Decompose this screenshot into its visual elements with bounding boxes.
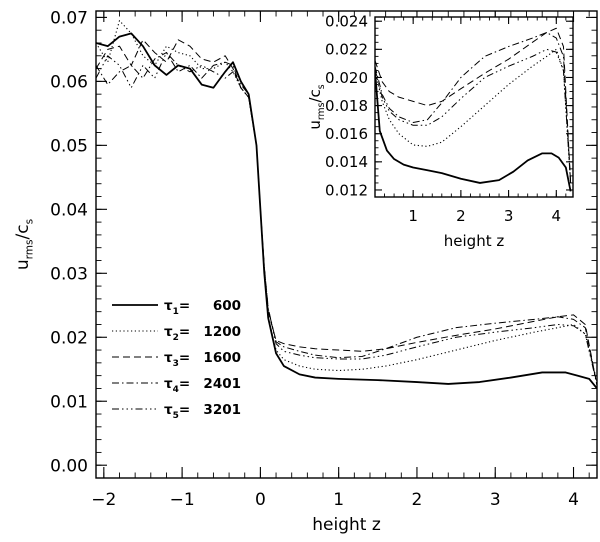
y-label-main: u bbox=[306, 120, 324, 130]
y-tick-label: 0.016 bbox=[325, 125, 368, 143]
x-tick-label: 4 bbox=[568, 490, 579, 510]
legend-index: 2 bbox=[173, 333, 179, 343]
legend-eq: = bbox=[179, 402, 190, 418]
y-tick-label: 0.04 bbox=[50, 200, 88, 220]
legend-label-5: τ5= bbox=[164, 402, 190, 421]
y-tick-label: 0.01 bbox=[50, 392, 88, 412]
legend-index: 4 bbox=[173, 385, 179, 395]
x-tick-label: 3 bbox=[504, 207, 514, 225]
legend-index: 1 bbox=[173, 307, 179, 317]
x-tick-label: 2 bbox=[412, 490, 423, 510]
legend-tau: τ bbox=[164, 298, 173, 314]
x-tick-label: 1 bbox=[333, 490, 344, 510]
legend-eq: = bbox=[179, 350, 190, 366]
plot-frame bbox=[95, 10, 598, 479]
legend-tau: τ bbox=[164, 350, 173, 366]
legend-eq: = bbox=[179, 376, 190, 392]
series-line-5 bbox=[96, 52, 597, 386]
y-tick-label: 0.012 bbox=[325, 181, 368, 199]
y-axis-label: urms/cs bbox=[306, 84, 327, 129]
legend-value-3: 1600 bbox=[203, 350, 241, 366]
y-tick-label: 0.014 bbox=[325, 153, 368, 171]
series-line-3 bbox=[96, 39, 597, 386]
x-tick-label: −2 bbox=[91, 490, 116, 510]
x-axis-label: height z bbox=[312, 515, 381, 535]
legend-label-4: τ4= bbox=[164, 376, 190, 395]
x-tick-label: 4 bbox=[552, 207, 562, 225]
legend-index: 5 bbox=[173, 411, 179, 421]
series-line-4 bbox=[375, 31, 572, 183]
legend-value-4: 2401 bbox=[203, 376, 241, 392]
series-line-5 bbox=[375, 48, 572, 183]
legend-tau: τ bbox=[164, 376, 173, 392]
x-tick-label: 0 bbox=[255, 490, 266, 510]
y-label-main: u bbox=[13, 259, 33, 270]
y-axis-label: urms/cs bbox=[13, 219, 35, 270]
y-label-sub: rms bbox=[316, 102, 327, 120]
main-chart: −2 −1 0 1 2 3 4 0.00 0.01 0.02 0.03 0.04 0.05 0.06 0.0… bbox=[13, 9, 598, 535]
inset-chart: 1 2 3 4 0.012 0.014 0.016 0.018 0.020 0.022 0.024 h… bbox=[306, 13, 574, 250]
legend-value-1: 600 bbox=[213, 298, 241, 314]
y-label-mid: /c bbox=[306, 89, 324, 102]
legend-eq: = bbox=[179, 324, 190, 340]
y-tick-label: 0.024 bbox=[325, 13, 368, 31]
y-tick-label: 0.018 bbox=[325, 97, 368, 115]
series-line-4 bbox=[96, 52, 597, 386]
y-tick-label: 0.00 bbox=[50, 456, 88, 476]
legend-tau: τ bbox=[164, 402, 173, 418]
legend-index: 3 bbox=[173, 359, 179, 369]
legend-label-3: τ3= bbox=[164, 350, 190, 369]
y-label-mid: /c bbox=[13, 224, 33, 239]
x-tick-label: 3 bbox=[490, 490, 501, 510]
y-label-sub2: s bbox=[316, 84, 327, 89]
plot-frame bbox=[374, 16, 574, 198]
x-tick-label: 1 bbox=[408, 207, 418, 225]
inset-background bbox=[375, 17, 573, 197]
y-tick-label: 0.03 bbox=[50, 264, 88, 284]
y-label-sub2: s bbox=[23, 219, 35, 225]
legend-value-5: 3201 bbox=[203, 402, 241, 418]
legend-eq: = bbox=[179, 298, 190, 314]
y-tick-label: 0.06 bbox=[50, 72, 88, 92]
y-tick-label: 0.05 bbox=[50, 136, 88, 156]
series-group bbox=[375, 27, 572, 192]
y-tick-label: 0.07 bbox=[50, 9, 88, 29]
y-tick-label: 0.020 bbox=[325, 69, 368, 87]
legend-label-2: τ2= bbox=[164, 324, 190, 343]
x-tick-label: −1 bbox=[170, 490, 195, 510]
y-tick-label: 0.022 bbox=[325, 41, 368, 59]
legend-tau: τ bbox=[164, 324, 173, 340]
series-line-3 bbox=[375, 27, 572, 183]
legend-label-1: τ1= bbox=[164, 298, 190, 317]
y-label-sub: rms bbox=[23, 239, 35, 259]
series-group bbox=[96, 20, 597, 390]
legend-value-2: 1200 bbox=[203, 324, 241, 340]
y-tick-label: 0.02 bbox=[50, 328, 88, 348]
x-tick-label: 2 bbox=[456, 207, 466, 225]
series-line-1 bbox=[375, 70, 572, 192]
x-axis-label: height z bbox=[444, 232, 505, 250]
